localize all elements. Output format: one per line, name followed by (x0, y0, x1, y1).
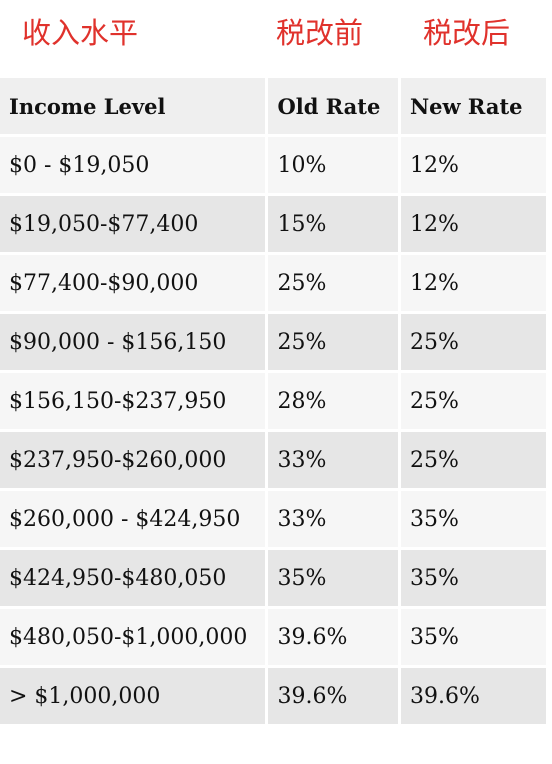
table-header-row: Income Level Old Rate New Rate (0, 78, 546, 134)
new-rate-cell: 25% (400, 432, 546, 488)
old-rate-cell: 39.6% (268, 609, 398, 665)
new-rate-cell: 35% (400, 609, 546, 665)
column-header-old-rate: Old Rate (268, 78, 398, 134)
income-cell: $480,050-$1,000,000 (0, 609, 266, 665)
old-rate-cell: 25% (268, 255, 398, 311)
table-row: $480,050-$1,000,000 39.6% 35% (0, 609, 546, 665)
old-rate-cell: 39.6% (268, 668, 398, 724)
income-level-zh-label: 收入水平 (22, 16, 139, 50)
tax-rate-table: Income Level Old Rate New Rate $0 - $19,… (0, 75, 549, 727)
new-rate-cell: 12% (400, 137, 546, 193)
old-rate-cell: 33% (268, 491, 398, 547)
income-cell: $90,000 - $156,150 (0, 314, 266, 370)
column-header-new-rate: New Rate (400, 78, 546, 134)
income-cell: $0 - $19,050 (0, 137, 266, 193)
income-cell: $19,050-$77,400 (0, 196, 266, 252)
new-rate-cell: 35% (400, 550, 546, 606)
table-row: $260,000 - $424,950 33% 35% (0, 491, 546, 547)
new-rate-cell: 39.6% (400, 668, 546, 724)
after-reform-zh-label: 税改后 (423, 16, 511, 50)
new-rate-cell: 12% (400, 196, 546, 252)
table-row: $424,950-$480,050 35% 35% (0, 550, 546, 606)
table-row: > $1,000,000 39.6% 39.6% (0, 668, 546, 724)
old-rate-cell: 25% (268, 314, 398, 370)
table-row: $156,150-$237,950 28% 25% (0, 373, 546, 429)
table-row: $90,000 - $156,150 25% 25% (0, 314, 546, 370)
income-cell: $260,000 - $424,950 (0, 491, 266, 547)
new-rate-cell: 12% (400, 255, 546, 311)
chinese-header-row: 收入水平 税改前 税改后 (0, 0, 552, 74)
table-row: $237,950-$260,000 33% 25% (0, 432, 546, 488)
old-rate-cell: 33% (268, 432, 398, 488)
old-rate-cell: 10% (268, 137, 398, 193)
old-rate-cell: 35% (268, 550, 398, 606)
income-cell: > $1,000,000 (0, 668, 266, 724)
new-rate-cell: 35% (400, 491, 546, 547)
income-cell: $77,400-$90,000 (0, 255, 266, 311)
table-row: $0 - $19,050 10% 12% (0, 137, 546, 193)
new-rate-cell: 25% (400, 314, 546, 370)
table-row: $77,400-$90,000 25% 12% (0, 255, 546, 311)
old-rate-cell: 28% (268, 373, 398, 429)
old-rate-cell: 15% (268, 196, 398, 252)
column-header-income-level: Income Level (0, 78, 266, 134)
income-cell: $156,150-$237,950 (0, 373, 266, 429)
new-rate-cell: 25% (400, 373, 546, 429)
before-reform-zh-label: 税改前 (276, 16, 364, 50)
table-row: $19,050-$77,400 15% 12% (0, 196, 546, 252)
income-cell: $237,950-$260,000 (0, 432, 266, 488)
income-cell: $424,950-$480,050 (0, 550, 266, 606)
